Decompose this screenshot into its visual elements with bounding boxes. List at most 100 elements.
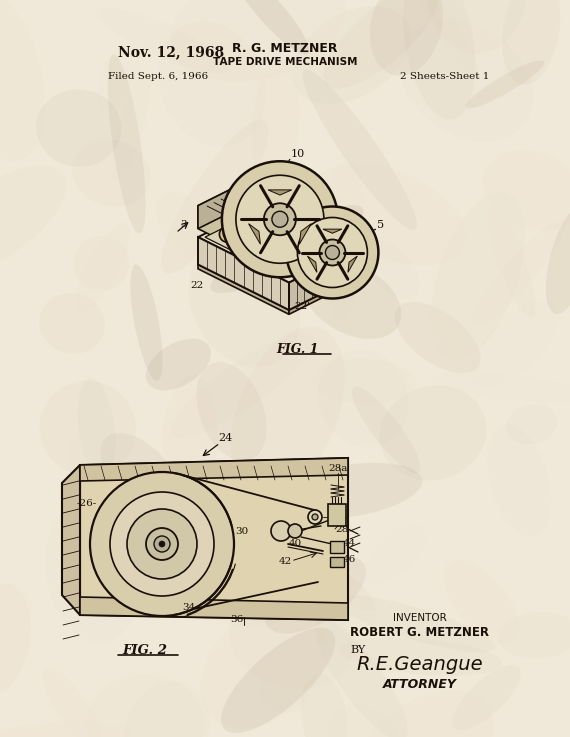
Text: INVENTOR: INVENTOR	[393, 613, 447, 623]
Text: 20: 20	[265, 248, 278, 256]
Ellipse shape	[170, 332, 314, 438]
Polygon shape	[198, 265, 289, 314]
Ellipse shape	[352, 387, 421, 474]
Polygon shape	[198, 206, 226, 242]
Text: BY: BY	[350, 645, 365, 655]
Ellipse shape	[229, 593, 353, 689]
Circle shape	[219, 226, 235, 242]
Text: 24: 24	[218, 433, 232, 443]
Ellipse shape	[221, 628, 335, 733]
Ellipse shape	[108, 55, 145, 234]
Text: 10: 10	[291, 150, 305, 159]
Text: 30: 30	[275, 526, 287, 536]
Text: R. G. METZNER: R. G. METZNER	[232, 41, 338, 55]
Ellipse shape	[100, 433, 181, 515]
Circle shape	[298, 217, 368, 287]
Ellipse shape	[238, 517, 376, 611]
Ellipse shape	[72, 139, 150, 206]
Text: 12: 12	[355, 229, 369, 240]
Ellipse shape	[87, 674, 205, 737]
Ellipse shape	[339, 638, 502, 676]
Circle shape	[319, 240, 345, 265]
Text: FIG. 1: FIG. 1	[276, 343, 319, 356]
Text: 36: 36	[230, 615, 243, 624]
Ellipse shape	[201, 605, 327, 729]
Ellipse shape	[231, 0, 309, 55]
Polygon shape	[80, 458, 348, 620]
Text: 46: 46	[343, 554, 356, 564]
Ellipse shape	[300, 674, 347, 737]
Circle shape	[308, 510, 322, 524]
Bar	[328, 504, 346, 526]
Ellipse shape	[0, 0, 44, 161]
Ellipse shape	[40, 380, 136, 476]
Circle shape	[223, 230, 231, 238]
Text: Filed Sept. 6, 1966: Filed Sept. 6, 1966	[108, 71, 208, 80]
Ellipse shape	[210, 205, 364, 293]
Bar	[238, 244, 251, 250]
Polygon shape	[289, 271, 366, 314]
Text: 34-: 34-	[182, 603, 199, 612]
Ellipse shape	[506, 405, 557, 444]
Text: -24-: -24-	[223, 209, 243, 217]
Ellipse shape	[473, 220, 565, 325]
Ellipse shape	[302, 260, 401, 339]
Circle shape	[272, 212, 288, 227]
Ellipse shape	[315, 619, 408, 737]
Ellipse shape	[78, 378, 116, 478]
Ellipse shape	[334, 595, 495, 652]
Text: 22': 22'	[294, 302, 310, 312]
Polygon shape	[348, 256, 357, 273]
Polygon shape	[289, 244, 366, 310]
Ellipse shape	[380, 385, 487, 481]
Bar	[267, 259, 280, 265]
Text: 22: 22	[190, 282, 203, 290]
Circle shape	[222, 161, 338, 277]
Polygon shape	[205, 202, 324, 262]
Polygon shape	[198, 199, 366, 283]
Polygon shape	[268, 190, 292, 195]
Text: 40: 40	[288, 539, 302, 548]
Ellipse shape	[466, 60, 544, 108]
Text: FIG. 2: FIG. 2	[123, 643, 168, 657]
Ellipse shape	[173, 497, 294, 565]
Bar	[247, 249, 260, 255]
Text: ATTORNEY: ATTORNEY	[383, 679, 457, 691]
Ellipse shape	[189, 240, 300, 367]
Ellipse shape	[0, 166, 67, 279]
Ellipse shape	[171, 534, 311, 604]
Text: 18: 18	[296, 216, 310, 225]
Polygon shape	[299, 223, 311, 244]
Polygon shape	[198, 237, 289, 310]
Circle shape	[271, 521, 291, 541]
Circle shape	[312, 514, 318, 520]
Text: R.E.Geangue: R.E.Geangue	[357, 655, 483, 674]
Circle shape	[288, 524, 302, 538]
Text: Nov. 12, 1968: Nov. 12, 1968	[118, 45, 224, 59]
Circle shape	[146, 528, 178, 560]
Ellipse shape	[428, 0, 527, 53]
Ellipse shape	[36, 89, 121, 167]
Circle shape	[264, 203, 296, 235]
Ellipse shape	[498, 612, 570, 659]
Ellipse shape	[314, 164, 466, 265]
Text: TAPE DRIVE MECHANISM: TAPE DRIVE MECHANISM	[213, 57, 357, 67]
Polygon shape	[198, 186, 264, 220]
Text: 42: 42	[278, 556, 292, 565]
Bar	[257, 254, 270, 259]
Polygon shape	[62, 465, 80, 615]
Circle shape	[236, 175, 324, 263]
Ellipse shape	[66, 439, 89, 476]
Ellipse shape	[39, 293, 105, 354]
Ellipse shape	[72, 236, 129, 290]
Circle shape	[127, 509, 197, 579]
Polygon shape	[307, 256, 317, 273]
Polygon shape	[323, 229, 342, 233]
Ellipse shape	[289, 536, 340, 598]
Ellipse shape	[370, 0, 443, 76]
Circle shape	[110, 492, 214, 596]
Text: 28a: 28a	[328, 464, 348, 472]
Circle shape	[159, 541, 165, 547]
Polygon shape	[287, 220, 298, 226]
Text: 28: 28	[335, 525, 348, 534]
